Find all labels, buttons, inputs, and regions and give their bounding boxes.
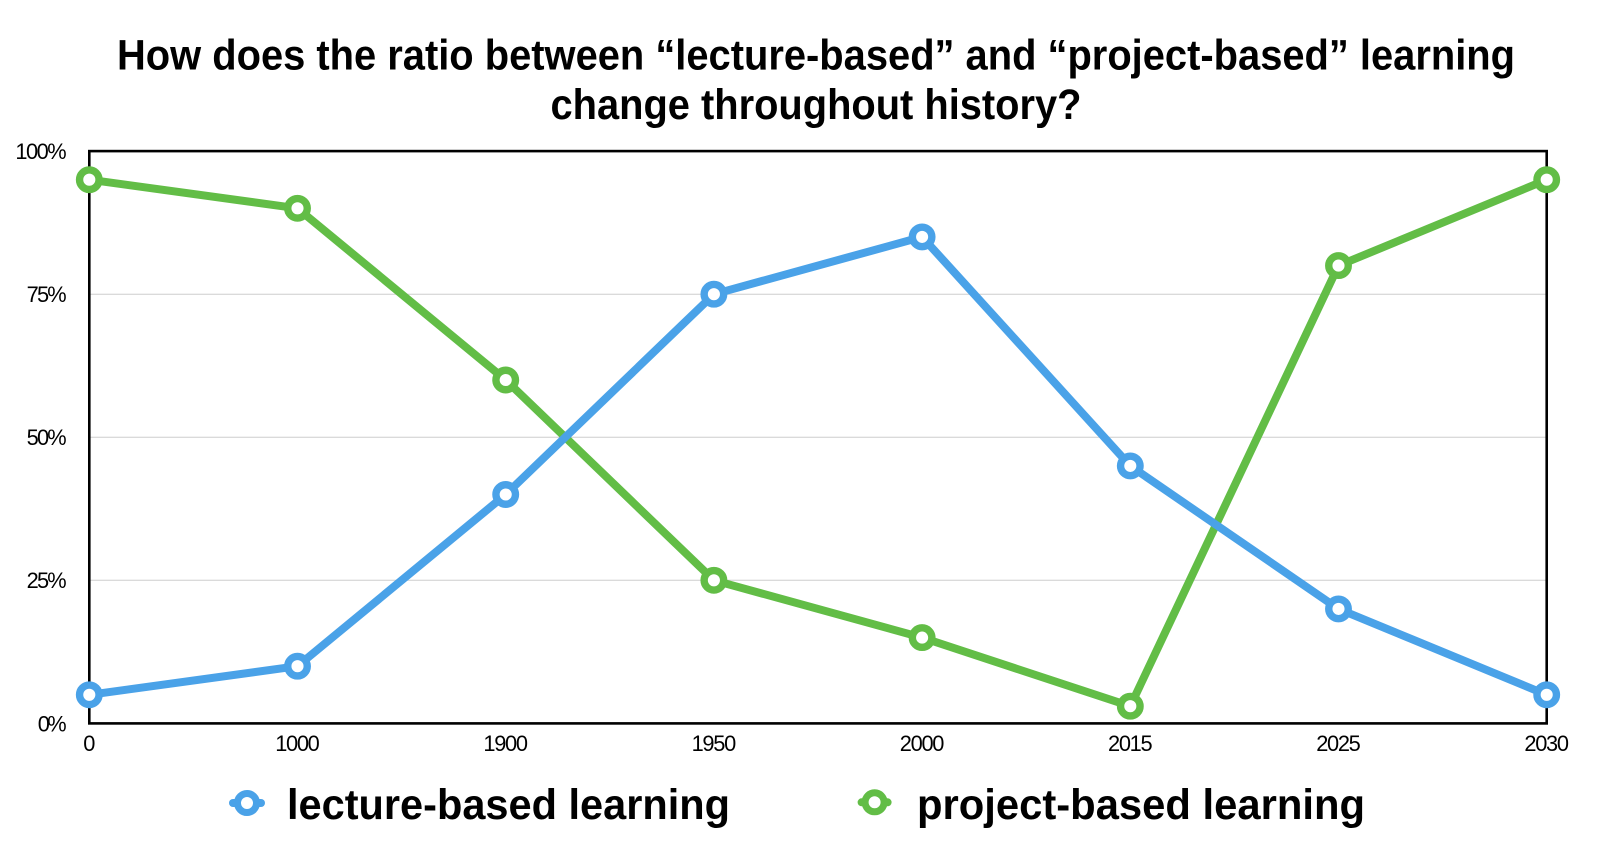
svg-text:2025: 2025 [1316, 731, 1361, 756]
svg-text:2030: 2030 [1524, 731, 1569, 756]
svg-text:2015: 2015 [1108, 731, 1153, 756]
svg-text:0%: 0% [38, 711, 67, 736]
svg-text:How does the ratio between “le: How does the ratio between “lecture-base… [117, 32, 1515, 80]
svg-text:1950: 1950 [692, 731, 737, 756]
svg-text:0: 0 [83, 731, 95, 756]
svg-text:1900: 1900 [483, 731, 528, 756]
svg-text:project-based learning: project-based learning [917, 781, 1365, 829]
svg-text:1000: 1000 [275, 731, 320, 756]
svg-text:change throughout history?: change throughout history? [551, 81, 1082, 129]
svg-text:50%: 50% [27, 425, 67, 450]
svg-text:100%: 100% [15, 139, 66, 164]
svg-text:2000: 2000 [900, 731, 945, 756]
svg-text:25%: 25% [27, 568, 67, 593]
svg-text:75%: 75% [27, 282, 67, 307]
svg-text:lecture-based learning: lecture-based learning [287, 781, 730, 829]
